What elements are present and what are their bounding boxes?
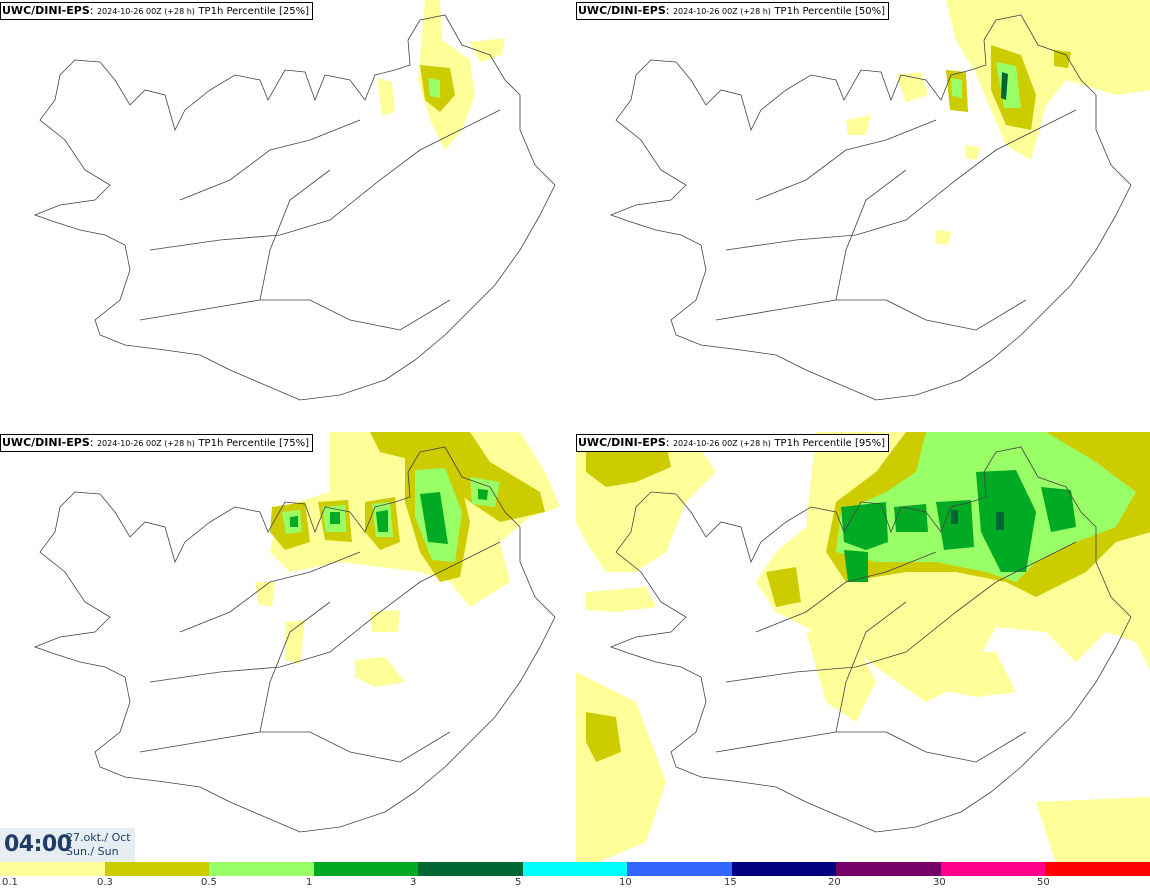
precip-shading bbox=[576, 432, 1150, 863]
field-name: TP1h Percentile [25%] bbox=[198, 6, 309, 17]
panel-title: UWC/DINI-EPS: 2024-10-26 00Z (+28 h) TP1… bbox=[0, 434, 313, 452]
colorbar-segment bbox=[731, 862, 837, 876]
panel-title: UWC/DINI-EPS: 2024-10-26 00Z (+28 h) TP1… bbox=[0, 2, 313, 20]
model-name: UWC/DINI-EPS bbox=[2, 436, 90, 449]
panel-title: UWC/DINI-EPS: 2024-10-26 00Z (+28 h) TP1… bbox=[576, 434, 889, 452]
run-info: 2024-10-26 00Z (+28 h) bbox=[96, 7, 195, 16]
valid-time-clock: 04:00 bbox=[4, 832, 72, 857]
map-panel-25pct: UWC/DINI-EPS: 2024-10-26 00Z (+28 h) TP1… bbox=[0, 0, 575, 431]
precip-shading bbox=[255, 432, 560, 687]
colorbar-segment bbox=[209, 862, 314, 876]
colorbar-segment bbox=[627, 862, 732, 876]
precip-map-75 bbox=[33, 432, 560, 833]
colorbar-tick-label: 5 bbox=[515, 877, 522, 888]
map-panel-95pct: UWC/DINI-EPS: 2024-10-26 00Z (+28 h) TP1… bbox=[576, 432, 1150, 863]
valid-time-date: 27.okt./ Oct Sun./ Sun bbox=[66, 831, 131, 859]
model-name: UWC/DINI-EPS bbox=[2, 4, 90, 17]
colorbar-segment bbox=[1045, 862, 1150, 876]
map-panel-50pct: UWC/DINI-EPS: 2024-10-26 00Z (+28 h) TP1… bbox=[576, 0, 1150, 431]
valid-date-line1: 27.okt./ Oct bbox=[66, 831, 131, 844]
model-name: UWC/DINI-EPS bbox=[578, 436, 666, 449]
precip-map-25 bbox=[33, 0, 556, 401]
colorbar-tick-label: 20 bbox=[828, 877, 841, 888]
colorbar-segment bbox=[104, 862, 210, 876]
colorbar-tick-label: 15 bbox=[724, 877, 737, 888]
precip-colorbar bbox=[0, 862, 1150, 876]
colorbar-tick-label: 0.5 bbox=[201, 877, 217, 888]
colorbar-ticks: 0.1 0.3 0.5 1 3 5 10 15 20 30 50 bbox=[0, 876, 1150, 891]
model-name: UWC/DINI-EPS bbox=[578, 4, 666, 17]
colorbar-segment bbox=[940, 862, 1046, 876]
valid-date-line2: Sun./ Sun bbox=[66, 845, 119, 858]
panel-title: UWC/DINI-EPS: 2024-10-26 00Z (+28 h) TP1… bbox=[576, 2, 889, 20]
colorbar-tick-label: 0.1 bbox=[2, 877, 18, 888]
run-info: 2024-10-26 00Z (+28 h) bbox=[96, 439, 195, 448]
panel-divider-horizontal bbox=[0, 430, 1150, 432]
colorbar-segment bbox=[836, 862, 941, 876]
valid-time-box: 04:00 27.okt./ Oct Sun./ Sun bbox=[0, 828, 135, 862]
colorbar-segment bbox=[418, 862, 523, 876]
run-info: 2024-10-26 00Z (+28 h) bbox=[672, 7, 771, 16]
precip-map-50 bbox=[609, 0, 1150, 401]
run-info: 2024-10-26 00Z (+28 h) bbox=[672, 439, 771, 448]
colorbar-tick-label: 10 bbox=[619, 877, 632, 888]
iceland-coastline bbox=[609, 446, 1132, 833]
colorbar-tick-label: 50 bbox=[1037, 877, 1050, 888]
colorbar-tick-label: 0.3 bbox=[97, 877, 113, 888]
colorbar-tick-label: 1 bbox=[306, 877, 313, 888]
precip-shading bbox=[846, 0, 1150, 245]
iceland-coastline bbox=[33, 14, 556, 401]
field-name: TP1h Percentile [75%] bbox=[198, 438, 309, 449]
colorbar-segment bbox=[313, 862, 419, 876]
map-panel-75pct: UWC/DINI-EPS: 2024-10-26 00Z (+28 h) TP1… bbox=[0, 432, 575, 863]
iceland-coastline bbox=[33, 446, 556, 833]
precip-shading bbox=[377, 0, 505, 150]
iceland-coastline bbox=[609, 14, 1132, 401]
colorbar-segment bbox=[0, 862, 105, 876]
field-name: TP1h Percentile [95%] bbox=[774, 438, 885, 449]
field-name: TP1h Percentile [50%] bbox=[774, 6, 885, 17]
colorbar-tick-label: 3 bbox=[410, 877, 417, 888]
colorbar-segment bbox=[522, 862, 628, 876]
precip-map-95 bbox=[576, 432, 1150, 863]
colorbar-tick-label: 30 bbox=[933, 877, 946, 888]
